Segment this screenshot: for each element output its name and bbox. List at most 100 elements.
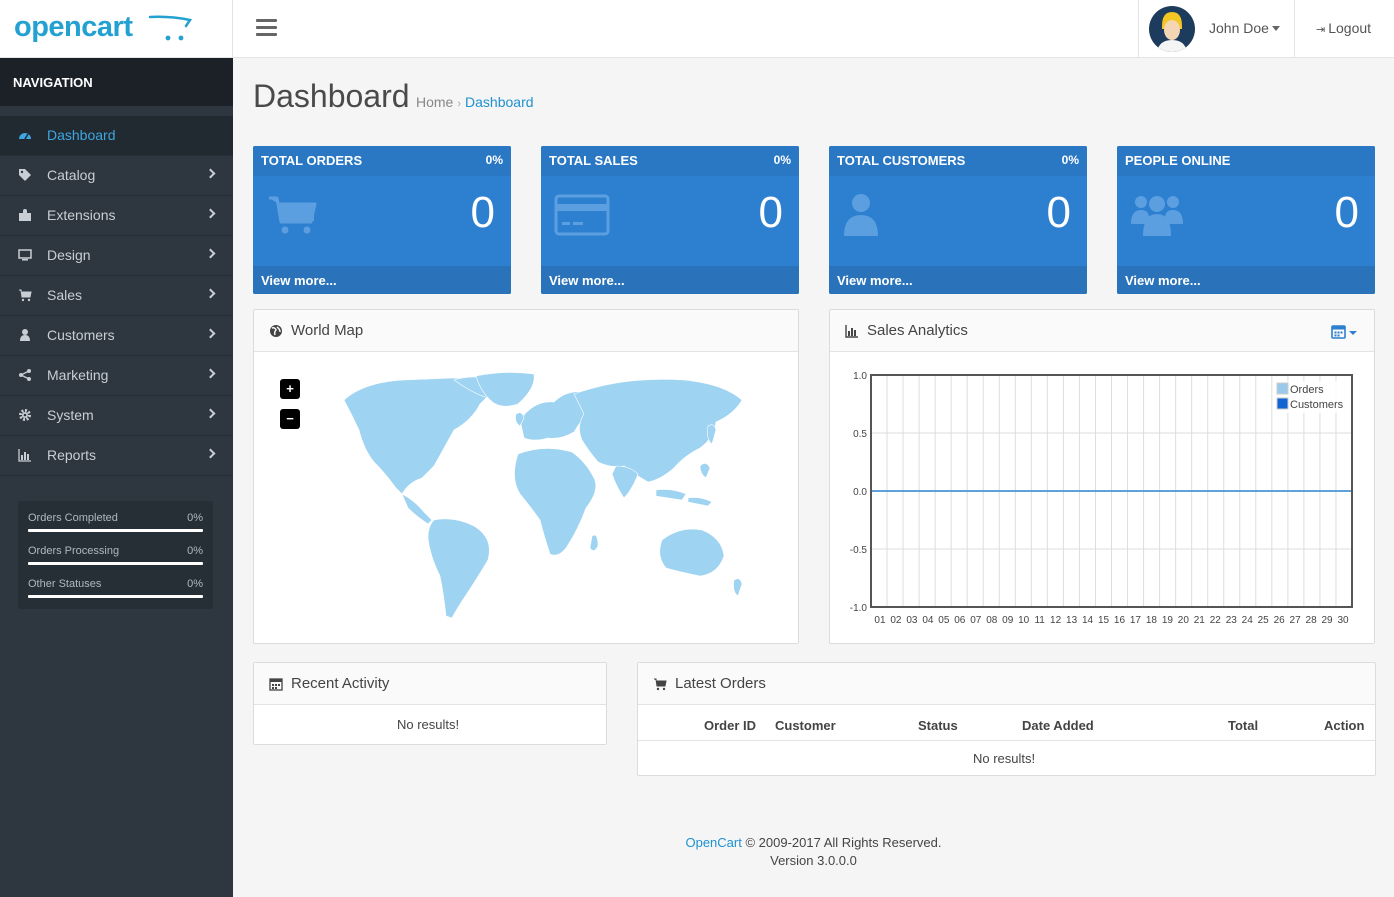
- sales-analytics-panel: Sales Analytics 1.0 0.5 0.0 -0.5 -1.0 01 02 03 0…: [829, 309, 1375, 644]
- view-more-link[interactable]: View more...: [253, 266, 511, 294]
- calendar-dropdown-button[interactable]: [1331, 324, 1359, 340]
- view-more-link[interactable]: View more...: [829, 266, 1087, 294]
- x-tick-label: 14: [1082, 615, 1094, 626]
- column-header-order-id[interactable]: Order ID: [704, 718, 757, 733]
- sidebar-item-catalog[interactable]: Catalog: [0, 156, 233, 196]
- x-tick-label: 26: [1274, 615, 1286, 626]
- share-icon: [19, 369, 31, 381]
- legend-label: Customers: [1290, 399, 1344, 411]
- x-tick-label: 07: [970, 615, 982, 626]
- sidebar-item-label: Reports: [47, 447, 97, 463]
- stat-value: 0%: [187, 545, 203, 557]
- user-menu[interactable]: John Doe: [1138, 0, 1295, 58]
- tile-total-customers: TOTAL CUSTOMERS 0% 0 View more...: [829, 146, 1087, 294]
- recent-activity-panel: Recent Activity No results!: [253, 662, 607, 745]
- column-header-customer[interactable]: Customer: [775, 718, 836, 733]
- sidebar-item-label: Design: [47, 247, 91, 263]
- view-more-link[interactable]: View more...: [1117, 266, 1375, 294]
- x-tick-label: 13: [1066, 615, 1078, 626]
- sidebar-item-sales[interactable]: Sales: [0, 276, 233, 316]
- opencart-link[interactable]: OpenCart: [685, 835, 742, 850]
- column-header-action: Action: [1324, 718, 1365, 733]
- breadcrumb-current-link[interactable]: Dashboard: [465, 94, 534, 110]
- page-title: Dashboard: [253, 78, 410, 114]
- sidebar-item-label: System: [47, 407, 94, 423]
- view-more-label: View more...: [261, 273, 337, 288]
- x-tick-label: 17: [1130, 615, 1142, 626]
- stat-value: 0%: [187, 512, 203, 524]
- tags-icon: [19, 169, 31, 181]
- chevron-right-icon: [205, 248, 216, 259]
- tile-percent: 0%: [773, 153, 791, 167]
- sidebar-item-reports[interactable]: Reports: [0, 436, 233, 476]
- view-more-label: View more...: [549, 273, 625, 288]
- sales-analytics-chart: 1.0 0.5 0.0 -0.5 -1.0 01 02 03 04 05 06 07 08 09 10 11 1…: [850, 371, 1353, 626]
- tile-total-sales: TOTAL SALES 0% 0 View more...: [541, 146, 799, 294]
- sidebar-item-customers[interactable]: Customers: [0, 316, 233, 356]
- bar-chart-icon: [845, 325, 858, 338]
- breadcrumb-home-link[interactable]: Home: [416, 94, 454, 110]
- tile-value: 0: [758, 188, 783, 237]
- column-header-date-added[interactable]: Date Added: [1022, 718, 1094, 733]
- y-tick-label: -0.5: [850, 545, 868, 556]
- sidebar-item-system[interactable]: System: [0, 396, 233, 436]
- world-map[interactable]: [304, 370, 744, 620]
- menu-toggle-icon[interactable]: [256, 19, 277, 37]
- x-tick-label: 12: [1050, 615, 1062, 626]
- progress-bar: [28, 562, 203, 565]
- sidebar-item-design[interactable]: Design: [0, 236, 233, 276]
- logout-button[interactable]: ⇥ Logout: [1316, 20, 1371, 36]
- no-results-message: No results!: [973, 751, 1036, 766]
- chevron-right-icon: [205, 208, 216, 219]
- tile-title: TOTAL SALES: [549, 153, 638, 168]
- cart-icon: [269, 196, 317, 234]
- zoom-in-button[interactable]: +: [280, 379, 300, 399]
- chevron-right-icon: [205, 368, 216, 379]
- avatar: [1149, 6, 1195, 52]
- sidebar-item-dashboard[interactable]: Dashboard: [0, 116, 233, 156]
- monitor-icon: [18, 249, 32, 261]
- footer: OpenCart © 2009-2017 All Rights Reserved…: [233, 834, 1394, 870]
- opencart-logo[interactable]: opencart: [0, 0, 233, 58]
- stat-label: Orders Completed: [28, 512, 118, 524]
- cart-icon: [19, 289, 32, 302]
- sign-out-icon: ⇥: [1316, 24, 1326, 36]
- header: opencart John Doe ⇥ Logout: [0, 0, 1394, 58]
- x-tick-label: 02: [890, 615, 902, 626]
- credit-card-icon: [554, 194, 610, 236]
- x-tick-label: 04: [922, 615, 934, 626]
- stat-label: Other Statuses: [28, 578, 102, 590]
- sidebar-item-extensions[interactable]: Extensions: [0, 196, 233, 236]
- stat-label: Orders Processing: [28, 545, 120, 557]
- cart-logo-icon: [148, 15, 192, 41]
- x-tick-label: 21: [1194, 615, 1206, 626]
- x-tick-label: 25: [1258, 615, 1270, 626]
- view-more-link[interactable]: View more...: [541, 266, 799, 294]
- y-tick-label: 0.0: [853, 487, 867, 498]
- x-tick-label: 01: [874, 615, 886, 626]
- x-tick-label: 27: [1290, 615, 1302, 626]
- progress-bar: [28, 595, 203, 598]
- zoom-out-button[interactable]: −: [280, 409, 300, 429]
- dashboard-icon: [19, 133, 31, 140]
- panel-title: Latest Orders: [675, 675, 766, 692]
- sidebar-item-label: Dashboard: [47, 127, 116, 143]
- sidebar-item-marketing[interactable]: Marketing: [0, 356, 233, 396]
- sidebar-item-label: Sales: [47, 287, 83, 303]
- panel-title: Sales Analytics: [867, 322, 968, 339]
- x-tick-label: 19: [1162, 615, 1174, 626]
- x-tick-label: 30: [1337, 615, 1349, 626]
- breadcrumb: Home › Dashboard: [416, 94, 534, 110]
- x-tick-label: 22: [1210, 615, 1222, 626]
- chevron-right-icon: [205, 328, 216, 339]
- y-tick-label: -1.0: [850, 603, 868, 614]
- y-tick-label: 0.5: [853, 429, 867, 440]
- column-header-status[interactable]: Status: [918, 718, 958, 733]
- tile-percent: 0%: [485, 153, 503, 167]
- column-header-total[interactable]: Total: [1228, 718, 1259, 733]
- breadcrumb-separator-icon: ›: [457, 98, 462, 110]
- legend-label: Orders: [1290, 384, 1324, 396]
- tile-total-orders: TOTAL ORDERS 0% 0 View more...: [253, 146, 511, 294]
- user-icon: [844, 194, 878, 236]
- world-map-panel: World Map + −: [253, 309, 799, 644]
